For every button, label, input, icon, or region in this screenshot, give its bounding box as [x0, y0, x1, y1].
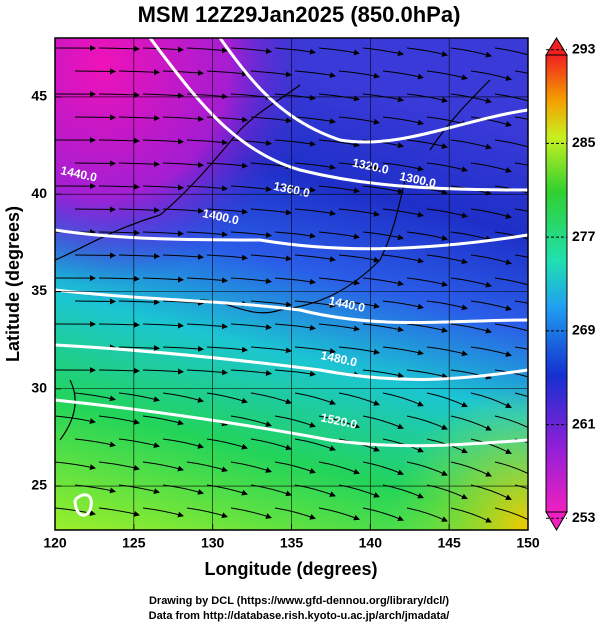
streamline [75, 531, 115, 538]
streamline [75, 117, 115, 118]
x-tick-label: 140 [359, 535, 383, 551]
colorbar-label: 269 [572, 322, 596, 338]
colorbar-label: 285 [572, 134, 596, 150]
y-axis-label: Latitude (degrees) [3, 206, 23, 362]
x-tick-label: 150 [516, 535, 540, 551]
streamline [75, 255, 115, 256]
streamline [383, 531, 423, 544]
streamline [75, 209, 115, 210]
streamline [75, 71, 115, 72]
credit: Drawing by DCL (https://www.gfd-dennou.o… [149, 595, 449, 607]
colorbar-label: 277 [572, 228, 596, 244]
x-tick-label: 125 [122, 535, 146, 551]
y-tick-label: 40 [31, 185, 47, 201]
x-axis-label: Longitude (degrees) [204, 559, 377, 579]
y-tick-label: 25 [31, 477, 47, 493]
x-tick-label: 120 [43, 535, 67, 551]
y-tick-label: 30 [31, 379, 47, 395]
credit: Data from http://database.rish.kyoto-u.a… [149, 610, 450, 622]
streamline [75, 301, 115, 302]
streamline [75, 163, 115, 164]
streamline [163, 531, 203, 539]
colorbar [546, 38, 567, 530]
y-tick-label: 45 [31, 88, 47, 104]
streamline [471, 531, 511, 545]
colorbar-label: 253 [572, 509, 596, 525]
colorbar-label: 261 [572, 415, 596, 431]
map-field: 1440.01400.01360.01320.01300.01440.01480… [55, 38, 555, 546]
y-tick-label: 35 [31, 282, 47, 298]
x-tick-label: 145 [437, 535, 461, 551]
x-tick-label: 135 [280, 535, 304, 551]
title: MSM 12Z29Jan2025 (850.0hPa) [138, 2, 461, 27]
x-tick-label: 130 [201, 535, 225, 551]
colorbar-label: 293 [572, 40, 596, 56]
